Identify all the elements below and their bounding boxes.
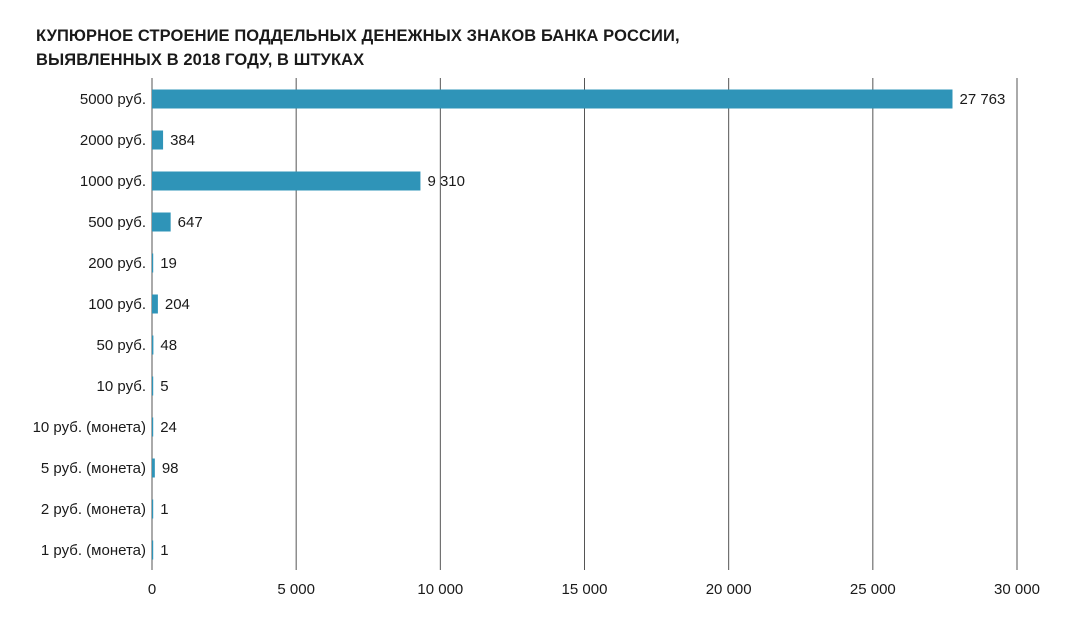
- bar-1: [152, 130, 164, 150]
- x-tick-label-2: 10 000: [417, 581, 463, 598]
- category-label-3: 500 руб.: [88, 214, 146, 231]
- value-label-9: 98: [162, 460, 179, 477]
- bars: [152, 89, 953, 560]
- bar-3: [152, 212, 171, 232]
- x-tick-label-1: 5 000: [277, 581, 315, 598]
- category-label-7: 10 руб.: [97, 378, 146, 395]
- x-tick-label-6: 30 000: [994, 581, 1040, 598]
- x-axis-ticks: 0 5 000 10 000 15 000 20 000 25 000 30 000: [148, 581, 1040, 598]
- bar-8: [152, 417, 154, 437]
- value-label-1: 384: [170, 132, 195, 149]
- value-label-10: 1: [160, 501, 168, 518]
- bar-4: [152, 253, 154, 273]
- bar-2: [152, 171, 421, 191]
- bar-0: [152, 89, 953, 109]
- bar-6: [152, 335, 154, 355]
- value-label-3: 647: [178, 214, 203, 231]
- labels: 5000 руб. 27 763 2000 руб. 384 1000 руб. 9 31…: [33, 91, 1006, 559]
- value-label-2: 9 310: [427, 173, 465, 190]
- bar-7: [152, 376, 154, 396]
- x-tick-label-5: 25 000: [850, 581, 896, 598]
- gridlines: [151, 78, 1018, 570]
- category-label-9: 5 руб. (монета): [41, 460, 146, 477]
- value-label-4: 19: [160, 255, 177, 272]
- category-label-10: 2 руб. (монета): [41, 501, 146, 518]
- category-label-2: 1000 руб.: [80, 173, 146, 190]
- category-label-6: 50 руб.: [97, 337, 146, 354]
- value-label-0: 27 763: [959, 91, 1005, 108]
- x-tick-label-4: 20 000: [706, 581, 752, 598]
- value-label-11: 1: [160, 542, 168, 559]
- category-label-1: 2000 руб.: [80, 132, 146, 149]
- category-label-5: 100 руб.: [88, 296, 146, 313]
- category-label-8: 10 руб. (монета): [33, 419, 146, 436]
- bar-10: [152, 499, 154, 519]
- value-label-5: 204: [165, 296, 190, 313]
- x-tick-label-0: 0: [148, 581, 156, 598]
- category-label-11: 1 руб. (монета): [41, 542, 146, 559]
- value-label-7: 5: [160, 378, 168, 395]
- chart-title-line-2: ВЫЯВЛЕННЫХ В 2018 ГОДУ, В ШТУКАХ: [36, 51, 365, 69]
- bar-11: [152, 540, 154, 560]
- value-label-6: 48: [160, 337, 177, 354]
- chart-title: КУПЮРНОЕ СТРОЕНИЕ ПОДДЕЛЬНЫХ ДЕНЕЖНЫХ ЗН…: [36, 24, 936, 72]
- bar-5: [152, 294, 158, 314]
- bar-9: [152, 458, 155, 478]
- x-tick-label-3: 15 000: [562, 581, 608, 598]
- category-label-4: 200 руб.: [88, 255, 146, 272]
- value-label-8: 24: [160, 419, 177, 436]
- category-label-0: 5000 руб.: [80, 91, 146, 108]
- chart-title-line-1: КУПЮРНОЕ СТРОЕНИЕ ПОДДЕЛЬНЫХ ДЕНЕЖНЫХ ЗН…: [36, 27, 680, 45]
